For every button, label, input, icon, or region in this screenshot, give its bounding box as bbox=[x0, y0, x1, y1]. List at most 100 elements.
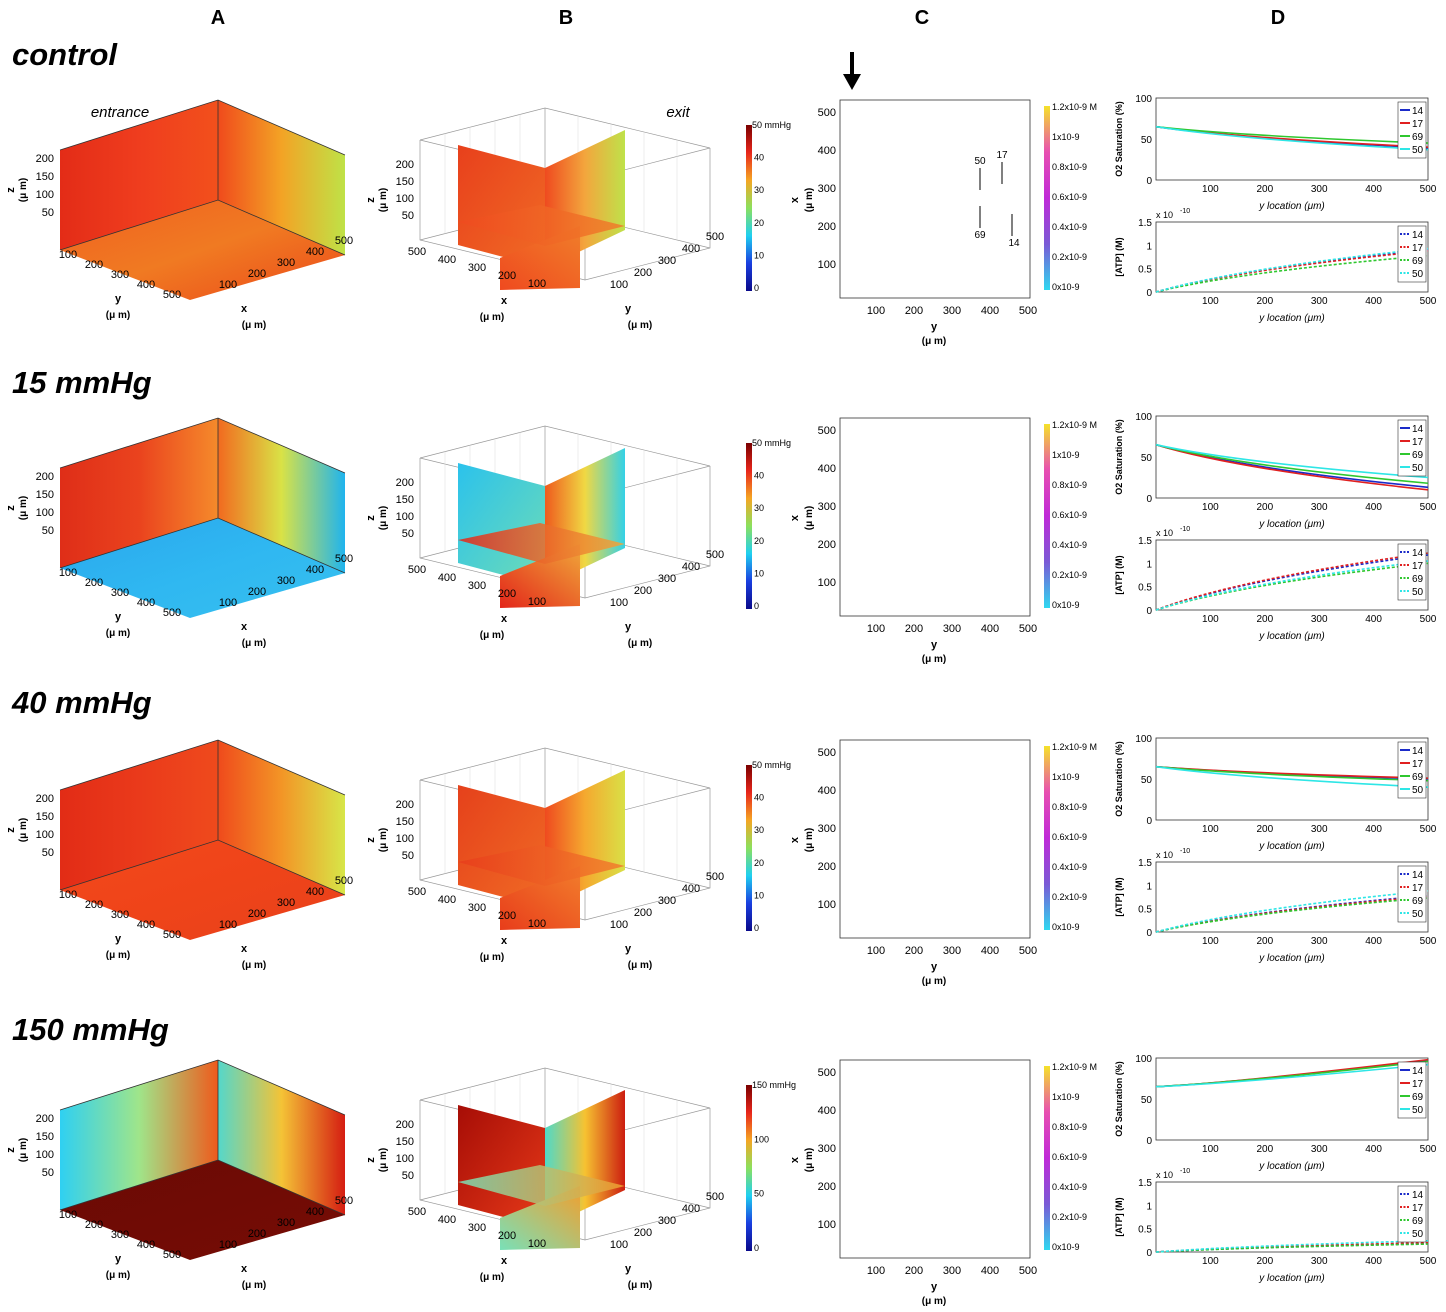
legend-box bbox=[1397, 1185, 1427, 1243]
cube-y-tick: 400 bbox=[137, 1239, 155, 1251]
atp-colorbar-tick: 1x10-9 bbox=[1052, 772, 1080, 782]
pressure-colorbar bbox=[746, 1085, 752, 1251]
chart-y-tick: 50 bbox=[1141, 1095, 1153, 1106]
planes-x-tick: 100 bbox=[528, 1238, 546, 1250]
colorbar-tick: 0 bbox=[754, 1243, 759, 1253]
network-y-tick: 500 bbox=[1019, 945, 1037, 957]
series-line bbox=[1155, 562, 1429, 611]
planes-x-tick: 100 bbox=[528, 278, 546, 290]
series-line bbox=[1155, 765, 1429, 782]
chart-frame bbox=[1155, 1181, 1429, 1253]
planes-y-unit: (μ m) bbox=[628, 960, 652, 971]
legend-entry: 17 bbox=[1412, 883, 1424, 894]
chart-x-tick: 200 bbox=[1256, 936, 1273, 947]
cube-z-tick: 150 bbox=[36, 811, 54, 823]
chart-x-tick: 200 bbox=[1256, 824, 1273, 835]
chart-frame bbox=[1155, 1057, 1429, 1141]
planes-y-tick: 100 bbox=[610, 919, 628, 931]
network-x-tick: 200 bbox=[818, 1181, 836, 1193]
network-x-tick: 300 bbox=[818, 823, 836, 835]
network-y-tick: 300 bbox=[943, 305, 961, 317]
pressure-colorbar bbox=[746, 765, 752, 931]
planes-z-tick: 150 bbox=[396, 176, 414, 188]
colorbar-top-label: 150 mmHg bbox=[752, 1080, 796, 1090]
chart-y-tick: 50 bbox=[1141, 775, 1153, 786]
series-line bbox=[1155, 554, 1429, 611]
series-line bbox=[1155, 1063, 1429, 1088]
network-y-tick: 200 bbox=[905, 945, 923, 957]
atp-colorbar-tick: 0x10-9 bbox=[1052, 922, 1080, 932]
planes-z-tick: 150 bbox=[396, 1136, 414, 1148]
cube-z-unit: (μ m) bbox=[18, 1138, 29, 1162]
planes-z-tick: 200 bbox=[396, 159, 414, 171]
atp-colorbar bbox=[1044, 424, 1050, 608]
series-line bbox=[1155, 765, 1429, 788]
column-label-d: D bbox=[1271, 7, 1285, 29]
colorbar-tick: 20 bbox=[754, 218, 764, 228]
chart-y-tick: 1.5 bbox=[1138, 536, 1152, 547]
legend-entry: 17 bbox=[1412, 759, 1424, 770]
chart-y-label: [ATP] (M) bbox=[1114, 555, 1124, 594]
planes-x-label: x bbox=[501, 1255, 508, 1267]
atp-colorbar-tick: 0.4x10-9 bbox=[1052, 1182, 1087, 1192]
chart-y-tick: 0.5 bbox=[1138, 1225, 1152, 1236]
chart-x-label: y location (μm) bbox=[1258, 841, 1325, 852]
planes-z-tick: 200 bbox=[396, 799, 414, 811]
cube-x-tick: 200 bbox=[248, 268, 266, 280]
planes-z-tick: 50 bbox=[402, 528, 414, 540]
planes-z-unit: (μ m) bbox=[378, 506, 389, 530]
network-y-unit: (μ m) bbox=[922, 336, 946, 347]
chart-x-tick: 500 bbox=[1420, 502, 1437, 513]
network-x-tick: 100 bbox=[818, 577, 836, 589]
planes-x-tick: 500 bbox=[408, 564, 426, 576]
cube-z-label: z bbox=[5, 827, 17, 833]
planes-x-tick: 300 bbox=[468, 1222, 486, 1234]
legend-entry: 50 bbox=[1412, 785, 1424, 796]
slice-plane bbox=[458, 523, 625, 564]
atp-colorbar-tick: 1.2x10-9 M bbox=[1052, 742, 1097, 752]
colorbar-tick: 0 bbox=[754, 601, 759, 611]
network-y-tick: 100 bbox=[867, 305, 885, 317]
legend-entry: 17 bbox=[1412, 1203, 1424, 1214]
planes-x-label: x bbox=[501, 295, 508, 307]
chart-x-tick: 300 bbox=[1311, 296, 1328, 307]
cube-x-tick: 300 bbox=[277, 1217, 295, 1229]
cube-z-unit: (μ m) bbox=[18, 496, 29, 520]
cube-floor bbox=[60, 518, 345, 618]
chart-x-label: y location (μm) bbox=[1258, 519, 1325, 530]
cube-x-label: x bbox=[241, 943, 248, 955]
planes-x-tick: 300 bbox=[468, 262, 486, 274]
cube-y-tick: 500 bbox=[163, 929, 181, 941]
planes-x-unit: (μ m) bbox=[480, 630, 504, 641]
vessel-id-label: 69 bbox=[974, 230, 986, 241]
atp-colorbar-tick: 0.8x10-9 bbox=[1052, 802, 1087, 812]
condition-title: 15 mmHg bbox=[12, 365, 152, 400]
colorbar-tick: 30 bbox=[754, 185, 764, 195]
planes-y-label: y bbox=[625, 943, 632, 955]
network-x-tick: 200 bbox=[818, 539, 836, 551]
planes-x-unit: (μ m) bbox=[480, 312, 504, 323]
planes-y-tick: 400 bbox=[682, 1203, 700, 1215]
cube-z-tick: 150 bbox=[36, 171, 54, 183]
network-x-label: x bbox=[789, 196, 801, 203]
chart-x-label: y location (μm) bbox=[1258, 631, 1325, 642]
chart-x-tick: 100 bbox=[1202, 824, 1219, 835]
planes-x-tick: 500 bbox=[408, 246, 426, 258]
chart-x-tick: 100 bbox=[1202, 184, 1219, 195]
planes-y-label: y bbox=[625, 621, 632, 633]
network-x-unit: (μ m) bbox=[804, 1148, 815, 1172]
chart-y-label: [ATP] (M) bbox=[1114, 877, 1124, 916]
legend-entry: 50 bbox=[1412, 1105, 1424, 1116]
planes-y-tick: 500 bbox=[706, 1191, 724, 1203]
legend-box bbox=[1397, 225, 1427, 283]
planes-z-label: z bbox=[365, 515, 377, 521]
series-line bbox=[1155, 250, 1429, 293]
pressure-colorbar bbox=[746, 443, 752, 609]
colorbar-tick: 40 bbox=[754, 471, 764, 481]
cube-y-tick: 100 bbox=[59, 889, 77, 901]
chart-x-tick: 500 bbox=[1420, 1144, 1437, 1155]
